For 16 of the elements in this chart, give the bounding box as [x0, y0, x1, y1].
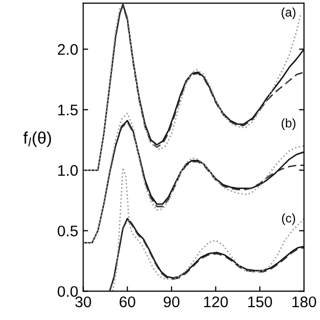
y-tick-label: 1.5 [58, 104, 78, 116]
y-tick-label: 0.5 [58, 226, 78, 236]
y-axis-title: f$_{l}$(θ) [23, 132, 51, 148]
y-tick-label: 1.0 [58, 165, 78, 176]
x-tick-label: 150 [248, 296, 272, 308]
line-series [112, 167, 304, 292]
x-tick-label: 120 [204, 296, 228, 308]
y-tick-label: 0.0 [58, 286, 78, 297]
annotation: (a) [282, 7, 296, 20]
y-tick-label: 2.0 [58, 44, 78, 55]
x-tick-label: 180 [292, 296, 316, 308]
annotation: (b) [282, 118, 296, 130]
x-tick-label: 90 [164, 296, 180, 308]
x-tick-label: 60 [120, 296, 136, 308]
x-tick-label: 30 [75, 296, 92, 308]
annotation: (c) [282, 213, 296, 226]
